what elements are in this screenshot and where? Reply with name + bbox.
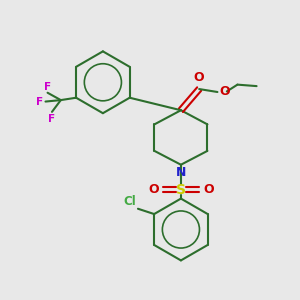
Text: F: F: [44, 82, 51, 92]
Text: F: F: [48, 114, 56, 124]
Text: N: N: [176, 166, 186, 178]
Text: Cl: Cl: [124, 195, 136, 208]
Text: O: O: [203, 183, 214, 196]
Text: S: S: [176, 183, 186, 197]
Text: O: O: [194, 71, 205, 84]
Text: O: O: [148, 183, 159, 196]
Text: O: O: [220, 85, 230, 98]
Text: F: F: [36, 97, 43, 106]
